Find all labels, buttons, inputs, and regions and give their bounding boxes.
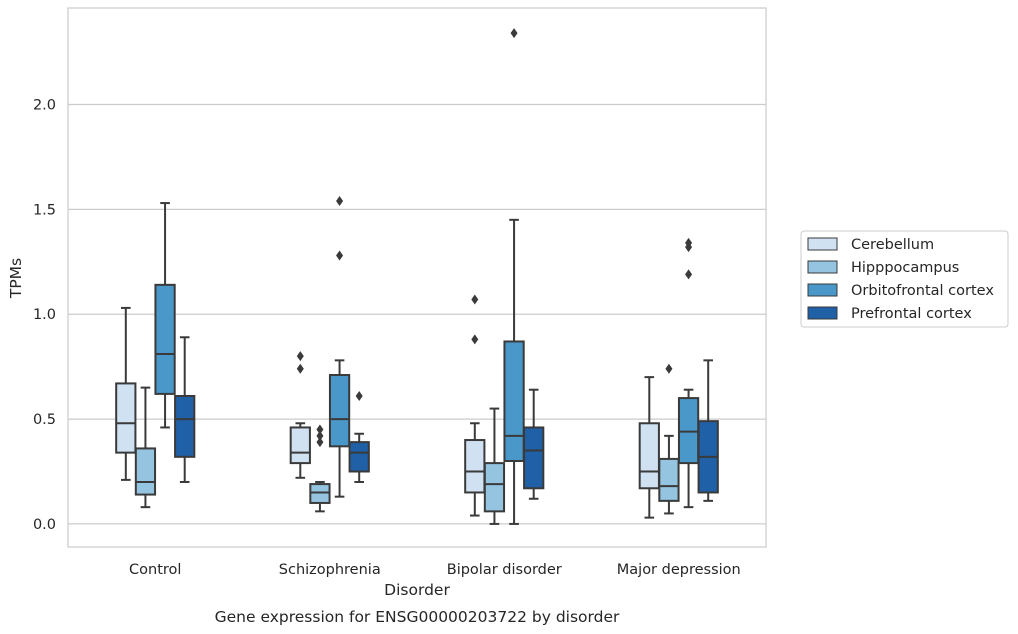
outlier-point	[336, 250, 344, 261]
outlier-point	[296, 351, 304, 362]
box-group	[658, 363, 680, 515]
box	[638, 422, 660, 490]
box-group	[134, 386, 157, 509]
outlier-point	[316, 424, 324, 435]
box	[309, 483, 331, 504]
box-group	[464, 294, 486, 517]
x-tick-label: Bipolar disorder	[447, 562, 562, 578]
plot-frame	[67, 7, 767, 548]
legend-swatch	[807, 237, 838, 251]
legend-label: Orbitofrontal cortex	[851, 283, 994, 299]
box	[677, 397, 700, 465]
y-tick-label: 0.5	[33, 412, 56, 428]
box	[464, 439, 486, 494]
outlier-point	[316, 437, 324, 448]
box-group	[174, 336, 196, 483]
box-group	[115, 306, 137, 481]
outlier-point	[510, 28, 518, 39]
box-group	[677, 237, 700, 509]
legend: Cerebellum Hipppocampus Orbitofrontal cort…	[800, 230, 1009, 328]
box-group	[638, 376, 660, 519]
legend-swatch	[807, 306, 838, 320]
legend-frame	[800, 230, 1009, 328]
outlier-point	[471, 294, 479, 305]
outlier-point	[316, 430, 324, 441]
legend-swatch	[807, 260, 838, 274]
box	[174, 394, 196, 458]
box-group	[289, 351, 311, 479]
box	[328, 374, 351, 448]
outlier-point	[685, 237, 693, 248]
box	[348, 441, 370, 473]
box-group	[309, 424, 331, 513]
box-group	[154, 202, 176, 429]
box-group	[483, 407, 506, 525]
outlier-point	[336, 195, 344, 206]
outlier-point	[471, 334, 479, 345]
outlier-point	[665, 363, 673, 374]
legend-label: Prefrontal cortex	[851, 306, 972, 322]
x-tick-label: Control	[129, 562, 181, 578]
box	[115, 382, 137, 454]
box	[154, 283, 176, 395]
legend-label: Hipppocampus	[851, 260, 959, 276]
box	[134, 447, 157, 496]
box-group	[503, 28, 525, 525]
y-tick-label: 2.0	[33, 97, 56, 113]
box	[289, 426, 311, 465]
box	[503, 340, 525, 463]
box-group	[523, 388, 545, 500]
y-tick-label: 1.0	[33, 307, 56, 323]
x-tick-labels: Control Schizophrenia Bipolar disorder Majo…	[129, 562, 741, 578]
x-axis-label: Disorder	[384, 581, 450, 599]
outlier-point	[355, 390, 363, 401]
x-tick-label: Major depression	[617, 562, 741, 578]
x-tick-label: Schizophrenia	[279, 562, 381, 578]
legend-label: Cerebellum	[851, 237, 934, 253]
box	[658, 457, 680, 502]
y-axis-label: TPMs	[7, 258, 25, 299]
box-group	[348, 390, 370, 483]
box-group	[328, 195, 351, 498]
y-tick-labels: 0.0 0.5 1.0 1.5 2.0	[33, 97, 56, 532]
y-tick-label: 0.0	[33, 517, 56, 533]
box-group	[697, 359, 719, 502]
outlier-point	[296, 363, 304, 374]
chart-caption: Gene expression for ENSG00000203722 by d…	[215, 608, 620, 626]
box-groups	[115, 28, 719, 525]
y-tick-label: 1.5	[33, 202, 56, 218]
legend-swatch	[807, 283, 838, 297]
box	[483, 462, 506, 513]
box	[523, 426, 545, 490]
outlier-point	[685, 269, 693, 280]
